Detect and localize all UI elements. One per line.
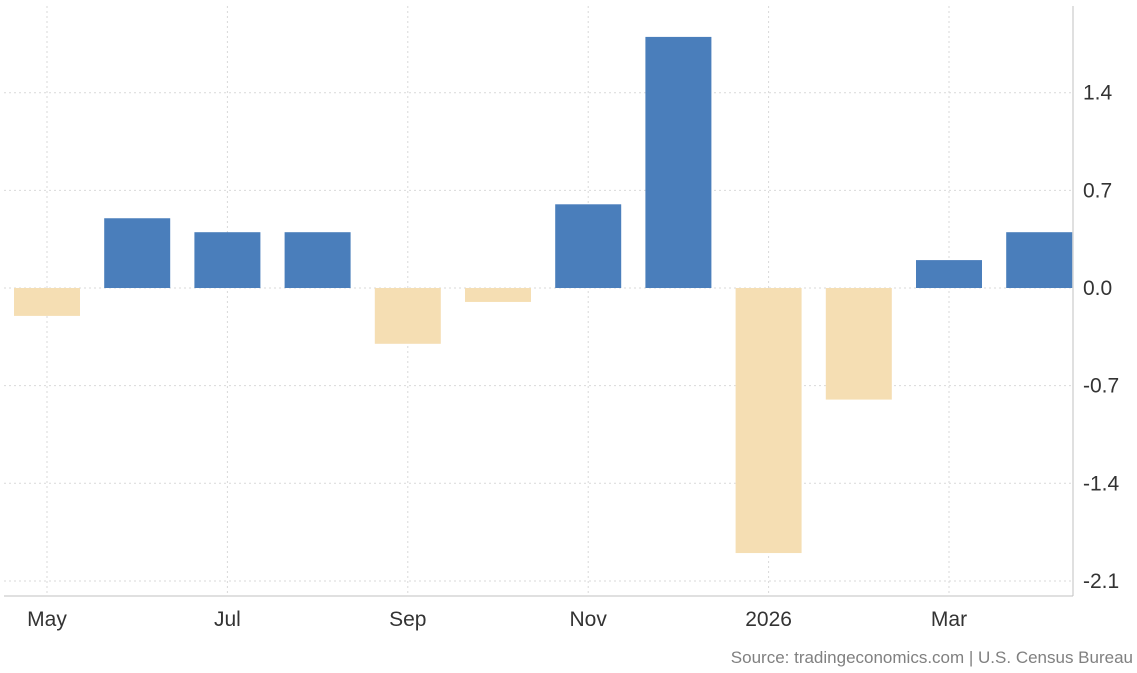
y-tick-label: 1.4: [1083, 82, 1113, 105]
source-attribution[interactable]: Source: tradingeconomics.com | U.S. Cens…: [730, 648, 1133, 667]
bar-jul: [194, 232, 261, 288]
bar-apr: [1006, 232, 1073, 288]
x-tick-label: Mar: [931, 608, 967, 631]
bar-may: [14, 288, 80, 316]
grid-lines: [4, 6, 1073, 596]
x-tick-label: May: [27, 608, 67, 631]
y-tick-label: 0.0: [1083, 277, 1112, 300]
bar-dec: [645, 36, 712, 289]
bar-aug: [284, 232, 351, 288]
bar-nov: [555, 204, 622, 288]
bars: [14, 36, 1073, 554]
x-tick-label: Nov: [570, 608, 608, 631]
y-tick-label: -1.4: [1083, 472, 1120, 495]
x-tick-label: 2026: [745, 608, 792, 631]
bar-jun: [104, 218, 171, 288]
bar-feb: [825, 288, 892, 400]
bar-mar: [916, 260, 982, 288]
bar-jan: [735, 288, 802, 554]
x-tick-labels: May Jul Sep Nov 2026 Mar: [27, 608, 967, 631]
y-tick-label: -0.7: [1083, 375, 1119, 398]
y-tick-labels: 1.4 0.7 0.0 -0.7 -1.4 -2.1: [1083, 82, 1120, 593]
bar-sep: [374, 288, 441, 344]
y-tick-label: -2.1: [1083, 570, 1119, 593]
axes: [4, 6, 1074, 597]
x-tick-label: Sep: [389, 608, 426, 631]
y-tick-label: 0.7: [1083, 179, 1112, 202]
x-tick-label: Jul: [214, 608, 241, 631]
bar-oct: [465, 288, 531, 302]
